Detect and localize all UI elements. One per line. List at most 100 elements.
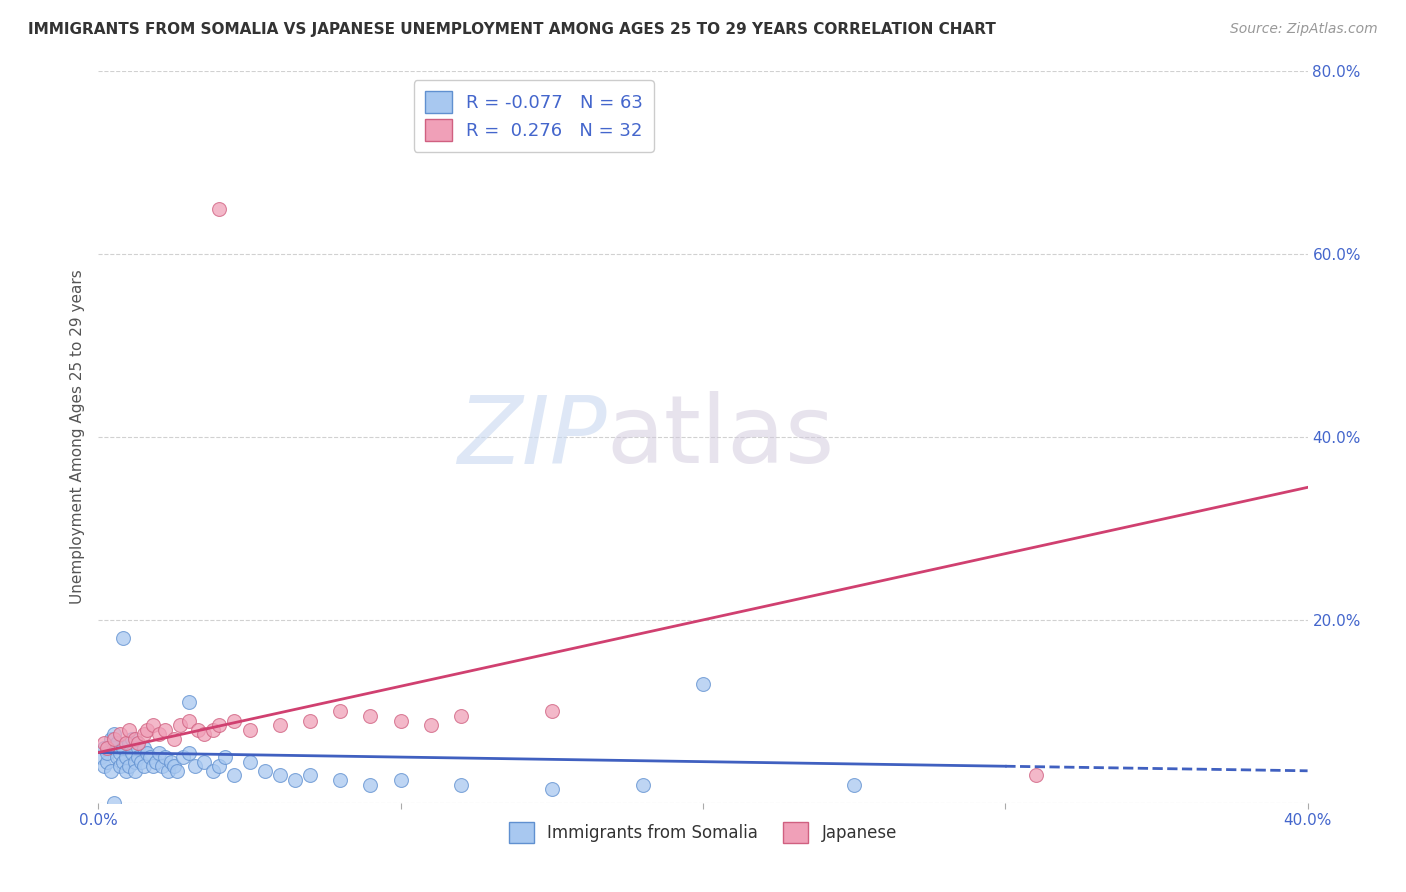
Point xyxy=(108,727,131,741)
Point xyxy=(96,755,118,769)
Point xyxy=(169,718,191,732)
Y-axis label: Unemployment Among Ages 25 to 29 years: Unemployment Among Ages 25 to 29 years xyxy=(69,269,84,605)
Point xyxy=(692,677,714,691)
Point xyxy=(193,755,215,769)
Point xyxy=(96,740,118,755)
Point xyxy=(844,778,866,792)
Point xyxy=(156,764,179,778)
Point xyxy=(284,772,307,787)
Text: Source: ZipAtlas.com: Source: ZipAtlas.com xyxy=(1230,22,1378,37)
Point xyxy=(269,718,291,732)
Point xyxy=(202,764,225,778)
Point xyxy=(389,772,412,787)
Text: atlas: atlas xyxy=(606,391,835,483)
Point xyxy=(132,727,155,741)
Point xyxy=(111,755,134,769)
Point xyxy=(540,782,562,797)
Point xyxy=(360,778,382,792)
Point xyxy=(118,723,141,737)
Point xyxy=(111,740,134,755)
Point xyxy=(360,709,382,723)
Point xyxy=(145,755,167,769)
Point xyxy=(121,731,143,746)
Text: IMMIGRANTS FROM SOMALIA VS JAPANESE UNEMPLOYMENT AMONG AGES 25 TO 29 YEARS CORRE: IMMIGRANTS FROM SOMALIA VS JAPANESE UNEM… xyxy=(28,22,995,37)
Point xyxy=(202,723,225,737)
Point xyxy=(450,709,472,723)
Point xyxy=(100,764,122,778)
Point xyxy=(139,750,162,764)
Point xyxy=(299,714,322,728)
Point xyxy=(124,764,146,778)
Point xyxy=(90,750,112,764)
Point xyxy=(450,778,472,792)
Point xyxy=(208,759,231,773)
Point xyxy=(329,772,352,787)
Point xyxy=(187,723,209,737)
Point xyxy=(124,755,146,769)
Point xyxy=(142,759,165,773)
Point xyxy=(132,759,155,773)
Point xyxy=(108,746,131,760)
Point xyxy=(93,759,115,773)
Point xyxy=(389,714,412,728)
Point xyxy=(114,750,136,764)
Point xyxy=(103,731,125,746)
Point xyxy=(329,705,352,719)
Point xyxy=(253,764,276,778)
Point xyxy=(127,736,149,750)
Point xyxy=(224,714,246,728)
Legend: Immigrants from Somalia, Japanese: Immigrants from Somalia, Japanese xyxy=(502,815,904,849)
Point xyxy=(100,731,122,746)
Point xyxy=(127,740,149,755)
Point xyxy=(163,731,186,746)
Point xyxy=(150,759,173,773)
Point xyxy=(96,746,118,760)
Point xyxy=(166,764,188,778)
Point xyxy=(103,796,125,810)
Point xyxy=(208,718,231,732)
Point xyxy=(153,723,176,737)
Point xyxy=(105,736,128,750)
Point xyxy=(184,759,207,773)
Point xyxy=(142,718,165,732)
Point xyxy=(193,727,215,741)
Point xyxy=(208,202,231,216)
Point xyxy=(103,727,125,741)
Text: ZIP: ZIP xyxy=(457,392,606,483)
Point xyxy=(299,768,322,782)
Point xyxy=(118,759,141,773)
Point xyxy=(93,736,115,750)
Point xyxy=(114,736,136,750)
Point xyxy=(118,736,141,750)
Point xyxy=(121,746,143,760)
Point xyxy=(103,740,125,755)
Point xyxy=(540,705,562,719)
Point xyxy=(132,740,155,755)
Point xyxy=(111,632,134,646)
Point xyxy=(239,755,262,769)
Point xyxy=(114,764,136,778)
Point xyxy=(105,750,128,764)
Point xyxy=(214,750,236,764)
Point xyxy=(239,723,262,737)
Point xyxy=(135,746,157,760)
Point xyxy=(135,723,157,737)
Point xyxy=(420,718,443,732)
Point xyxy=(127,750,149,764)
Point xyxy=(129,755,152,769)
Point xyxy=(93,740,115,755)
Point xyxy=(179,746,201,760)
Point xyxy=(153,750,176,764)
Point xyxy=(148,746,170,760)
Point xyxy=(148,727,170,741)
Point xyxy=(163,759,186,773)
Point xyxy=(269,768,291,782)
Point xyxy=(172,750,194,764)
Point xyxy=(1024,768,1046,782)
Point xyxy=(179,695,201,709)
Point xyxy=(108,759,131,773)
Point xyxy=(160,755,183,769)
Point xyxy=(224,768,246,782)
Point xyxy=(631,778,654,792)
Point xyxy=(124,731,146,746)
